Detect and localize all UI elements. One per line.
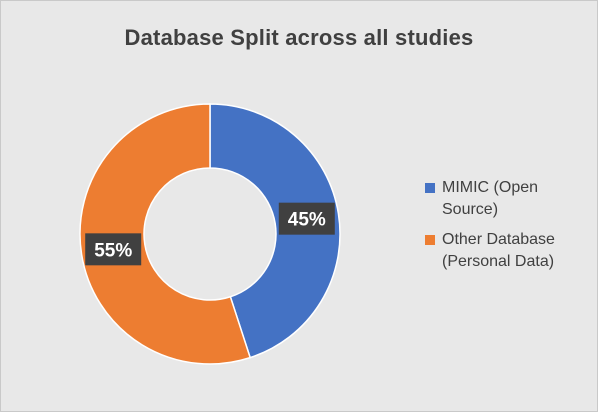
doughnut-slice-other-database <box>79 103 252 365</box>
legend-label-mimic-line1: MIMIC (Open <box>442 179 539 196</box>
data-label-box-mimic <box>278 202 335 235</box>
legend-label-mimic-line2: Source) <box>442 201 499 218</box>
chart-title: Database Split across all studies <box>124 25 474 50</box>
doughnut-slice-mimic <box>209 103 341 359</box>
data-label-other-database: 55% <box>85 233 142 266</box>
legend: MIMIC (Open Source) Other Database (Pers… <box>423 177 593 281</box>
legend-item-mimic: MIMIC (Open Source) <box>423 177 593 221</box>
legend-label-other-database-line1: Other Database <box>442 231 555 248</box>
data-label-mimic: 45% <box>278 202 335 235</box>
data-label-text-other-database: 55% <box>94 240 132 261</box>
data-label-box-other-database <box>85 233 142 266</box>
legend-swatch-other-database <box>425 235 435 245</box>
legend-swatch-mimic <box>425 183 435 193</box>
legend-item-other-database: Other Database (Personal Data) <box>423 229 593 273</box>
data-label-text-mimic: 45% <box>288 210 326 231</box>
legend-label-other-database-line2: (Personal Data) <box>442 253 555 270</box>
